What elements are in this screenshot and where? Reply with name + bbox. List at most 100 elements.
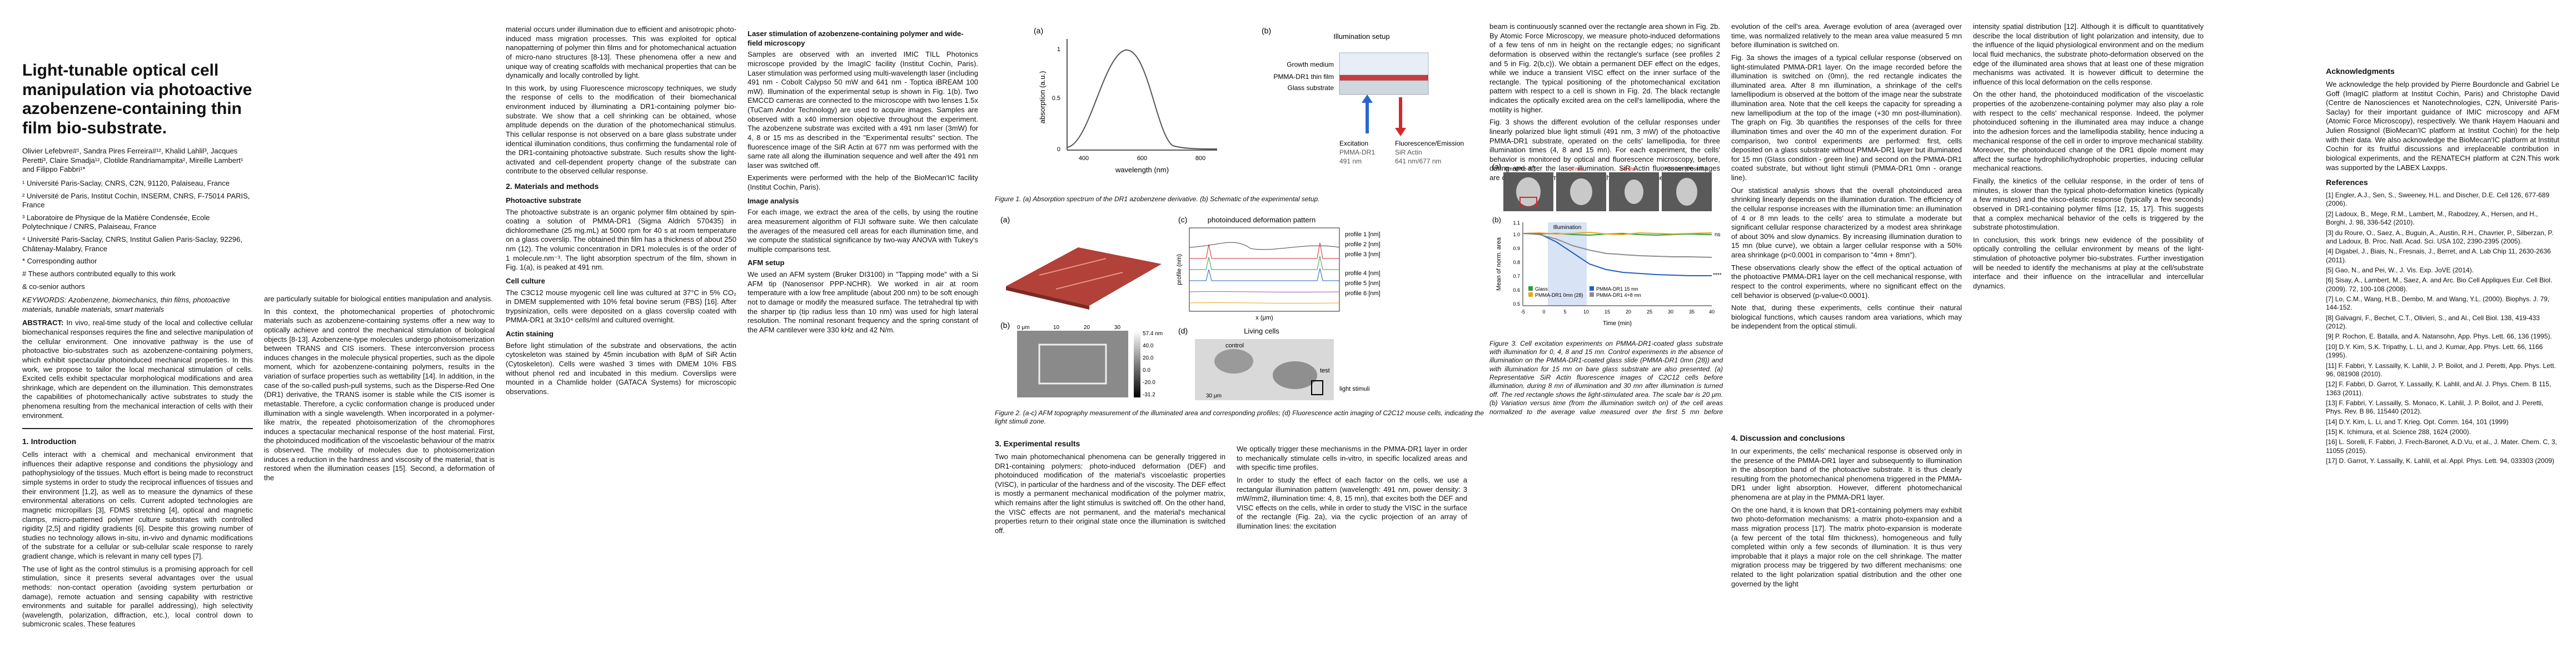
profile-legend-4: profile 4 [nm]	[1345, 270, 1381, 277]
glass-label: Glass substrate	[1288, 84, 1334, 92]
reference-item: [6] Sisay, A., Lambert, M., Saez, A. and…	[2326, 276, 2553, 293]
fig3-xtick-4: 15	[1605, 309, 1610, 315]
col2-paragraph-2: In this context, the photomechanical pro…	[264, 307, 495, 482]
references-list: [1] Engler, A.J., Sen, S., Sweeney, H.L.…	[2326, 191, 2559, 465]
afm-ridge-1	[1039, 258, 1107, 276]
series-pmma0	[1522, 231, 1712, 236]
laser-paragraph-2: Experiments were performed with the help…	[748, 173, 978, 191]
fig3-images	[1503, 172, 1712, 211]
profile-legend-1: profile 1 [nm]	[1345, 231, 1381, 238]
col9-paragraph-1: intensity spatial distribution [12]. Alt…	[1973, 22, 2204, 86]
reference-item: [12] F. Fabbri, D. Garrot, Y. Lassailly,…	[2326, 380, 2552, 397]
col3-paragraph-2: In this work, by using Fluorescence micr…	[506, 83, 736, 176]
affiliation-1: ¹ Université Paris-Saclay, CNRS, C2N, 91…	[22, 178, 230, 187]
fig3-xtick-0: -5	[1521, 309, 1525, 315]
fig1-ytick-1: 0.5	[1052, 95, 1060, 102]
fig3-ylabel: Mean of norm. area	[1496, 237, 1502, 291]
laser-heading: Laser stimulation of azobenzene-containi…	[748, 29, 964, 47]
fig1-ytick-0: 0	[1057, 146, 1060, 153]
growth-medium-layer	[1339, 52, 1429, 76]
fluo-sub: SiR Actin	[1395, 148, 1422, 156]
col7-paragraph-4: These observations clearly show the effe…	[1731, 263, 1962, 300]
intro-paragraph-1: Cells interact with a chemical and mecha…	[22, 450, 253, 561]
figure-2: (a) (c) photoinduced deformation pattern…	[1000, 215, 1381, 400]
discussion-paragraph-2: On the one hand, it is known that DR1-co…	[1731, 505, 1962, 588]
fig2-b-tick-1: 10	[1053, 325, 1060, 331]
legend-swatch-glass	[1528, 286, 1533, 291]
reference-item: [10] D.Y. Kim, S.K. Tripathy, L. Li, and…	[2326, 342, 2543, 360]
fig2-b-tick-0: 0 μm	[1017, 325, 1029, 331]
fig1-panel-b: (b)	[1262, 26, 1271, 35]
co-senior: & co-senior authors	[22, 282, 85, 291]
fig3-ytick-1: 0.6	[1513, 287, 1520, 293]
paper-title: Light-tunable optical cell manipulation …	[22, 61, 252, 137]
afm-ridge-2	[1055, 272, 1123, 290]
profile-line-2	[1189, 242, 1339, 259]
fig3-xtick-8: 35	[1689, 309, 1695, 315]
affiliation-4: ⁴ Université Paris-Saclay, CNRS, Institu…	[22, 235, 242, 253]
legend-swatch-pmma0	[1528, 292, 1533, 297]
column-10: Acknowledgments We acknowledge the help …	[2326, 61, 2559, 467]
light-stimuli-box	[1311, 380, 1323, 395]
reference-item: [11] F. Fabbri, Y. Lassailly, K. Lahlil,…	[2326, 361, 2556, 378]
col7-paragraph-5: Note that, during these experiments, cel…	[1731, 303, 1962, 331]
methods-heading: 2. Materials and methods	[506, 182, 599, 191]
series-pmma15	[1522, 233, 1712, 276]
legend-swatch-pmma15	[1590, 286, 1594, 291]
column-7: beam is continuously scanned over the re…	[1489, 22, 1720, 186]
results-paragraph-1: Two main photomechanical phenomena can b…	[995, 452, 1225, 535]
column-2: are particularly suitable for biological…	[264, 295, 495, 486]
fig2-c-title: photoinduced deformation pattern	[1208, 216, 1316, 224]
legend-pmma0: PMMA-DR1 0mn (28)	[1535, 292, 1583, 298]
fig2-panel-d: (d)	[1178, 326, 1188, 335]
legend-swatch-pmma48	[1590, 292, 1594, 297]
reference-item: [16] L. Sorelli, F. Fabbri, J. Frech-Bar…	[2326, 438, 2557, 455]
references-heading: References	[2326, 178, 2368, 187]
laser-paragraph-1: Samples are observed with an inverted IM…	[748, 50, 978, 170]
colorbar-label-4: -20.0	[1143, 380, 1155, 386]
afm-heading: AFM setup	[748, 258, 785, 267]
col7-paragraph-2: Fig. 3a shows the images of a typical ce…	[1731, 53, 1962, 182]
cell-shape-3	[1676, 178, 1697, 206]
fig2-panel-c: (c)	[1178, 215, 1187, 224]
fig3-xtick-5: 20	[1626, 309, 1631, 315]
cell-shape-0	[1516, 177, 1541, 206]
excitation-sub: PMMA-DR1	[1339, 148, 1375, 156]
col7-paragraph-3: Our statistical analysis shows that the …	[1731, 186, 1962, 259]
glass-layer	[1339, 80, 1429, 95]
fig2-scale-label: 30 μm	[1206, 393, 1222, 399]
pmma-label: PMMA-DR1 thin film	[1273, 73, 1334, 81]
actin-heading: Actin staining	[506, 330, 554, 339]
afm-colorbar	[1134, 331, 1140, 397]
fig3-xtick-7: 30	[1668, 309, 1673, 315]
fig2-c-xlabel: x (μm)	[1255, 315, 1273, 321]
profile-legend-2: profile 2 [nm]	[1345, 241, 1381, 248]
fig1-ylabel: absorption (a.u.)	[1038, 71, 1047, 124]
fig3-ytick-3: 0.8	[1513, 260, 1520, 265]
fig3-ytick-5: 1.0	[1513, 232, 1520, 237]
colorbar-label-2: 20.0	[1143, 355, 1154, 361]
fig2-c-ylabel: profile (nm)	[1176, 254, 1183, 285]
fig3-panel-b: (b)	[1492, 216, 1501, 224]
figure-3-block: (a) 0mn(Pre-ill.) +4 mn +8 mn +30 mn (Po…	[1489, 161, 1723, 417]
discussion-paragraph-1: In our experiments, the cells' mechanica…	[1731, 446, 1962, 502]
ns-label: ns	[1715, 232, 1721, 238]
reference-item: [1] Engler, A.J., Sen, S., Sweeney, H.L.…	[2326, 191, 2549, 208]
fig1-panel-a: (a)	[1034, 26, 1043, 35]
fig2-d-title: Living cells	[1244, 327, 1279, 335]
colorbar-label-5: -31.2	[1143, 392, 1155, 398]
col3-paragraph-1: material occurs under illumination due t…	[506, 25, 736, 80]
fig2-b-tick-3: 30	[1114, 325, 1121, 331]
reference-item: [3] du Roure, O., Saez, A., Buguin, A., …	[2326, 228, 2554, 245]
control-label: control	[1225, 342, 1244, 349]
fluo-label: Fluorescence/Emission	[1395, 140, 1464, 147]
reference-item: [4] Digabel, J., Biais, N., Fresnais, J.…	[2326, 247, 2551, 264]
afm-paragraph: We used an AFM system (Bruker DI3100) in…	[748, 270, 978, 334]
control-cell	[1214, 349, 1253, 374]
profile-line-6	[1189, 302, 1340, 304]
profile-legend-3: profile 3 [nm]	[1345, 251, 1381, 258]
col6-paragraph-2: Fig. 3 shows the different evolution of …	[1489, 118, 1720, 182]
profile-legend-5: profile 5 [nm]	[1345, 280, 1381, 287]
fig1-xtick-2: 800	[1195, 155, 1205, 162]
column-7b	[1489, 472, 1720, 476]
